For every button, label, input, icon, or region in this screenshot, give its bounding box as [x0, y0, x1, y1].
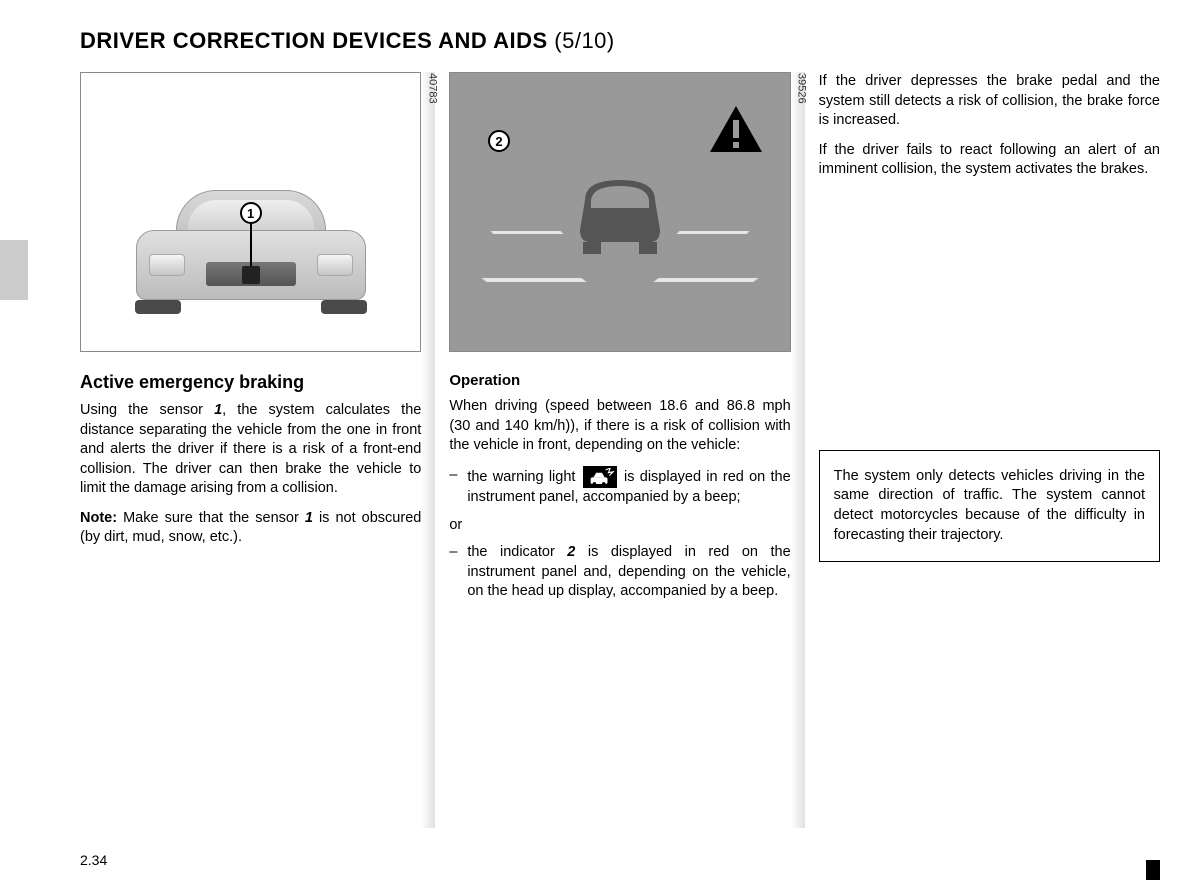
aeb-description: Using the sensor 1, the system calculate…: [80, 401, 421, 499]
operation-list: the warning light is displayed in red on…: [449, 466, 790, 508]
crop-mark-icon: [1146, 860, 1160, 880]
callout-leader: [250, 224, 252, 266]
aeb-note: Note: Make sure that the sensor 1 is not…: [80, 509, 421, 548]
figure-1: 40783 1: [80, 72, 421, 352]
sensor-ref: 1: [305, 510, 313, 526]
text: the indicator: [467, 544, 567, 560]
or-separator: or: [449, 517, 790, 533]
column-3: If the driver depresses the brake pedal …: [819, 72, 1160, 868]
car-wheel-right: [321, 300, 367, 314]
lane-marker: [491, 231, 564, 234]
operation-list-2: the indicator 2 is displayed in red on t…: [449, 543, 790, 602]
columns: 40783 1 Active emergency braking: [80, 72, 1160, 868]
lane-marker: [677, 231, 750, 234]
list-item: the indicator 2 is displayed in red on t…: [467, 543, 790, 602]
section-heading-aeb: Active emergency braking: [80, 372, 421, 393]
page-title: DRIVER CORRECTION DEVICES AND AIDS (5/10…: [80, 28, 1160, 54]
column-2: 39526 2: [449, 72, 790, 868]
page-number: 2.34: [80, 852, 107, 868]
lane-marker: [653, 278, 758, 282]
text: the warning light: [467, 469, 580, 485]
auto-brake-text: If the driver fails to react following a…: [819, 141, 1160, 180]
figure-2: 39526 2: [449, 72, 790, 352]
text: Using the sensor: [80, 402, 214, 418]
collision-warning-icon: [583, 466, 617, 488]
title-text: DRIVER CORRECTION DEVICES AND AIDS: [80, 28, 548, 53]
car-wheel-left: [135, 300, 181, 314]
side-tab: [0, 240, 28, 300]
column-divider: [421, 72, 435, 828]
brake-force-text: If the driver depresses the brake pedal …: [819, 72, 1160, 131]
warning-box: The system only detects vehicles driving…: [819, 450, 1160, 562]
text: Make sure that the sensor: [117, 510, 305, 526]
car-headlight-right: [317, 254, 353, 276]
warning-text: The system only detects vehicles driving…: [834, 467, 1145, 545]
car-front-illustration: 1: [121, 160, 381, 320]
sensor-marker: [242, 266, 260, 284]
callout-1: 1: [240, 202, 262, 224]
car-headlight-left: [149, 254, 185, 276]
sensor-ref: 1: [214, 402, 222, 418]
operation-heading: Operation: [449, 372, 790, 389]
manual-page: DRIVER CORRECTION DEVICES AND AIDS (5/10…: [0, 0, 1200, 888]
list-item: the warning light is displayed in red on…: [467, 466, 790, 508]
column-divider: [791, 72, 805, 828]
lane-marker: [481, 278, 586, 282]
collision-display: 2: [480, 122, 760, 302]
operation-intro: When driving (speed between 18.6 and 86.…: [449, 397, 790, 456]
warning-triangle-icon: [708, 104, 764, 154]
note-label: Note:: [80, 510, 117, 526]
car-rear-icon: [565, 172, 675, 262]
page-progress: (5/10): [554, 28, 614, 53]
column-1: 40783 1 Active emergency braking: [80, 72, 421, 868]
callout-2: 2: [488, 130, 510, 152]
